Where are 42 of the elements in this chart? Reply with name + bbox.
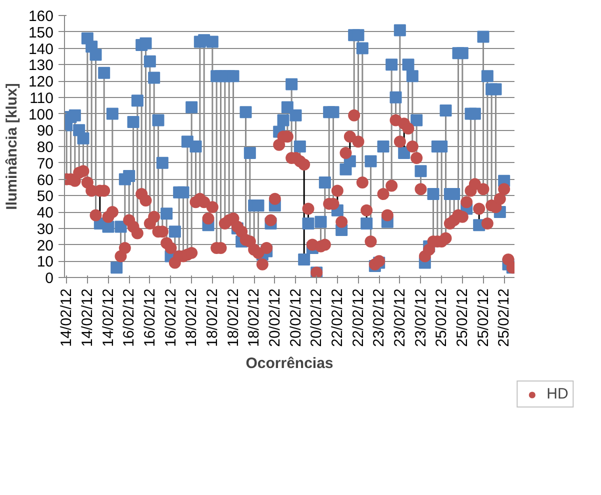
x-tick-label: 25/02/12 bbox=[496, 288, 513, 347]
x-axis-title: Ocorrências bbox=[246, 354, 334, 372]
x-tick-label: 16/02/12 bbox=[141, 288, 158, 347]
y-tick-label: 110 bbox=[30, 90, 54, 107]
x-tick-label: 16/02/12 bbox=[162, 288, 180, 347]
y-tick-label: 30 bbox=[36, 220, 54, 238]
y-tick-label: 80 bbox=[36, 139, 54, 156]
x-tick-label: 14/02/12 bbox=[58, 288, 76, 347]
x-tick-label: 23/02/12 bbox=[391, 288, 408, 347]
y-tick-label: 150 bbox=[28, 24, 54, 42]
x-tick-label: 20/02/12 bbox=[308, 288, 326, 347]
x-tick-label: 16/02/12 bbox=[120, 288, 138, 347]
x-tick-label: 25/02/12 bbox=[433, 288, 450, 347]
y-tick-label: 90 bbox=[36, 122, 54, 140]
x-tick-label: 18/02/12 bbox=[224, 288, 242, 347]
x-tick-label: 18/02/12 bbox=[246, 288, 263, 347]
y-tick-label: 50 bbox=[36, 188, 54, 206]
x-tick-label: 22/02/12 bbox=[350, 288, 367, 347]
y-tick-label: 70 bbox=[36, 155, 54, 172]
x-tick-label: 18/02/12 bbox=[183, 288, 200, 347]
y-tick-label: 120 bbox=[28, 74, 54, 90]
y-axis-title: Iluminância [klux] bbox=[3, 83, 20, 210]
x-tick-label: 18/02/12 bbox=[204, 288, 221, 347]
x-tick-label: 22/02/12 bbox=[328, 288, 346, 347]
x-tick-label: 20/02/12 bbox=[287, 288, 304, 347]
y-tick-label: 0 bbox=[45, 270, 54, 287]
y-tick-label: 40 bbox=[36, 204, 54, 222]
x-tick-label: 23/02/12 bbox=[412, 288, 430, 347]
y-tick-label: 140 bbox=[28, 40, 54, 58]
y-tick-label: 60 bbox=[36, 172, 54, 189]
y-tick-label: 160 bbox=[28, 8, 54, 25]
y-tick-label: 10 bbox=[36, 254, 54, 271]
x-tick-label: 23/02/12 bbox=[370, 288, 388, 347]
x-tick-label: 14/02/12 bbox=[78, 288, 96, 347]
y-tick-label: 20 bbox=[36, 237, 54, 254]
x-tick-label: 20/02/12 bbox=[266, 288, 284, 347]
x-tick-label: 25/02/12 bbox=[454, 288, 471, 347]
y-tick-label: 130 bbox=[28, 57, 54, 74]
x-tick-label: 25/02/12 bbox=[474, 288, 492, 347]
y-tick-label: 100 bbox=[28, 106, 54, 124]
legend-label: HD bbox=[546, 386, 568, 402]
x-tick-label: 14/02/12 bbox=[100, 288, 117, 347]
